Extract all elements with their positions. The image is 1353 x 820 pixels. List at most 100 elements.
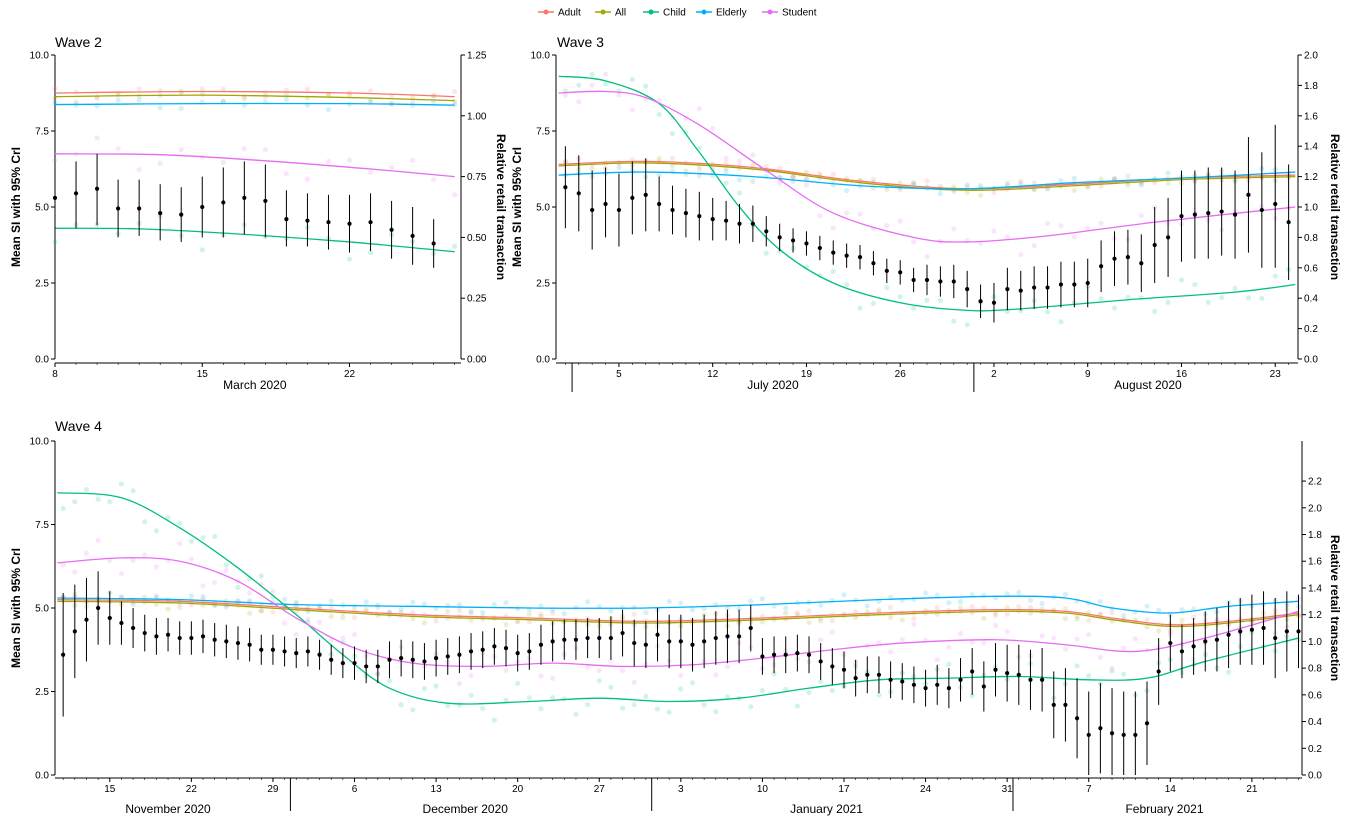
series-point-adult bbox=[830, 171, 836, 177]
month-label: August 2020 bbox=[1114, 378, 1182, 392]
si-mean-point bbox=[710, 217, 715, 222]
y2-tick-label: 1.8 bbox=[1308, 530, 1322, 541]
si-mean-point bbox=[884, 268, 889, 273]
series-point-elderly bbox=[328, 598, 334, 604]
panel-wave-3: Wave 3 0.0 2.5 5.0 7.5 10.0 Mean SI with 95% C… bbox=[510, 34, 1342, 392]
series-point-student bbox=[631, 679, 637, 686]
series-point-child bbox=[1272, 273, 1278, 279]
si-mean-point bbox=[1192, 212, 1197, 217]
series-point-adult bbox=[794, 610, 800, 616]
si-mean-point bbox=[1168, 640, 1173, 646]
x-tick-label: 19 bbox=[801, 369, 813, 380]
series-point-child bbox=[199, 247, 205, 253]
series-point-adult bbox=[803, 176, 810, 182]
series-point-adult bbox=[790, 174, 796, 180]
si-mean-point bbox=[84, 617, 89, 622]
series-point-all bbox=[165, 606, 171, 612]
series-point-elderly bbox=[480, 609, 486, 616]
si-mean-point bbox=[189, 635, 194, 641]
series-point-student bbox=[94, 135, 100, 141]
si-mean-point bbox=[326, 220, 331, 225]
series-point-adult bbox=[157, 88, 163, 94]
si-mean-point bbox=[130, 625, 136, 631]
series-point-student bbox=[452, 192, 458, 198]
si-mean-point bbox=[1246, 192, 1251, 197]
x-tick-label: 22 bbox=[344, 369, 356, 380]
series-point-student bbox=[142, 552, 148, 558]
series-point-child bbox=[619, 705, 626, 711]
si-mean-point bbox=[468, 649, 474, 654]
si-mean-point bbox=[235, 640, 241, 646]
series-line-child bbox=[54, 227, 455, 253]
series-point-elderly bbox=[283, 96, 289, 102]
series-point-elderly bbox=[911, 596, 917, 603]
series-point-child bbox=[585, 702, 591, 708]
series-point-adult bbox=[351, 615, 358, 621]
series-point-child bbox=[806, 689, 812, 696]
series-point-adult bbox=[934, 604, 940, 611]
si-mean-point bbox=[1074, 716, 1080, 721]
series-point-elderly bbox=[643, 609, 649, 616]
si-mean-point bbox=[1214, 637, 1220, 642]
series-point-adult bbox=[258, 608, 264, 614]
series-point-adult bbox=[199, 86, 205, 92]
series-point-elderly bbox=[1144, 603, 1150, 609]
series-point-adult bbox=[911, 615, 917, 622]
series-point-child bbox=[386, 678, 393, 684]
series-point-student bbox=[367, 169, 374, 176]
y2-tick-label: 0.0 bbox=[1304, 355, 1318, 366]
series-point-elderly bbox=[178, 105, 184, 112]
series-point-all bbox=[468, 617, 474, 623]
series-point-child bbox=[1098, 296, 1104, 302]
si-mean-point bbox=[911, 277, 916, 283]
series-point-elderly bbox=[188, 593, 194, 599]
si-mean-point bbox=[702, 639, 707, 644]
series-point-child bbox=[212, 533, 218, 540]
si-mean-point bbox=[242, 195, 247, 200]
si-mean-point bbox=[179, 212, 184, 217]
si-mean-point bbox=[597, 635, 602, 641]
series-point-elderly bbox=[911, 181, 917, 187]
si-mean-point bbox=[713, 635, 718, 641]
series-point-adult bbox=[388, 93, 395, 100]
series-point-adult bbox=[853, 609, 859, 615]
series-point-child bbox=[367, 249, 374, 256]
series-point-adult bbox=[367, 88, 374, 94]
si-mean-point bbox=[305, 218, 310, 223]
si-mean-point bbox=[1028, 677, 1033, 682]
legend-key-point bbox=[648, 9, 654, 15]
series-point-adult bbox=[806, 608, 812, 614]
si-mean-point bbox=[1063, 702, 1068, 707]
si-mean-point bbox=[1040, 677, 1045, 682]
legend-label-student: Student bbox=[782, 8, 817, 19]
si-mean-point bbox=[697, 214, 702, 219]
series-point-child bbox=[964, 322, 970, 328]
x-tick-label: 21 bbox=[1246, 784, 1258, 795]
si-mean-point bbox=[911, 682, 917, 687]
series-point-all bbox=[683, 168, 689, 174]
series-point-child bbox=[188, 538, 194, 544]
series-point-elderly bbox=[1004, 591, 1010, 597]
series-point-all bbox=[750, 162, 756, 168]
series-point-student bbox=[95, 537, 101, 544]
series-point-child bbox=[666, 709, 672, 715]
series-point-elderly bbox=[616, 164, 622, 170]
series-point-student bbox=[1018, 251, 1024, 258]
x-tick-label: 14 bbox=[1165, 784, 1177, 795]
si-mean-point bbox=[750, 221, 755, 226]
si-mean-point bbox=[305, 649, 310, 654]
si-mean-point bbox=[590, 207, 595, 213]
series-point-elderly bbox=[937, 191, 943, 197]
si-mean-point bbox=[865, 672, 870, 677]
series-point-adult bbox=[969, 604, 975, 610]
series-point-adult bbox=[888, 604, 894, 611]
series-line-student bbox=[54, 153, 455, 178]
si-mean-point bbox=[1273, 635, 1278, 641]
si-mean-point bbox=[270, 647, 276, 652]
si-mean-point bbox=[620, 630, 625, 636]
series-point-student bbox=[710, 125, 716, 131]
series-point-elderly bbox=[1138, 182, 1144, 188]
series-line-child bbox=[558, 75, 1296, 312]
panel-wave-4: Wave 4 0.0 2.5 5.0 7.5 10.0 Mean SI with 95% C… bbox=[9, 418, 1342, 816]
